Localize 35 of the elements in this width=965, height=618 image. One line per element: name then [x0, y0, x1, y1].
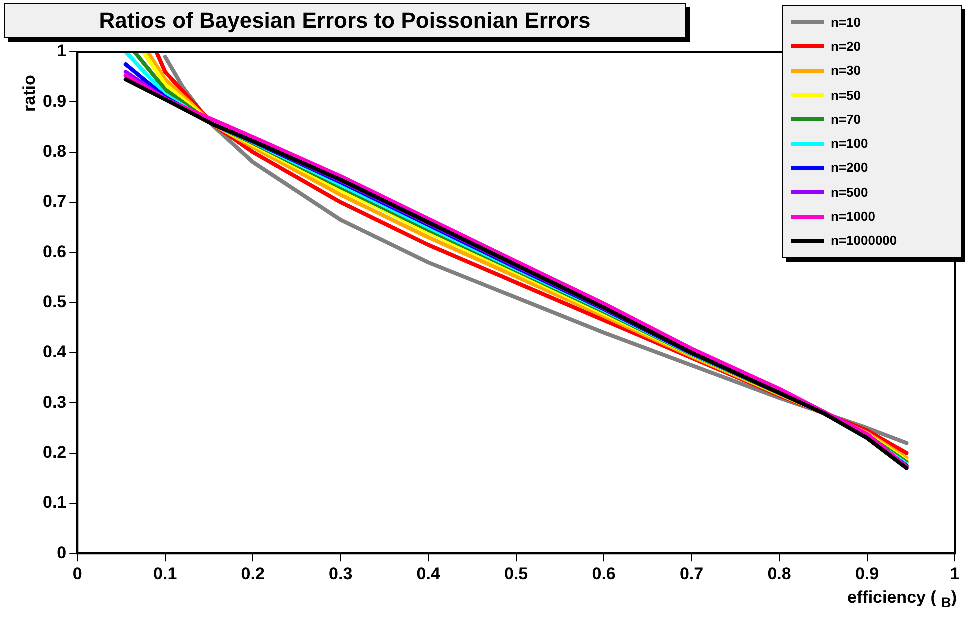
x-tick-label: 0.9: [855, 564, 880, 584]
x-tick-label: 0.7: [680, 564, 704, 584]
y-tick-label: 0.7: [42, 192, 67, 212]
chart-title: Ratios of Bayesian Errors to Poissonian Errors: [4, 3, 686, 38]
legend-label: n=50: [831, 88, 861, 103]
y-tick-label: 0: [57, 543, 67, 562]
legend-label: n=500: [831, 184, 868, 200]
y-tick-label: 0.8: [42, 142, 67, 162]
y-tick-label: 0.6: [42, 242, 67, 262]
y-tick-label: 0.4: [42, 342, 68, 362]
legend-label: n=100: [831, 136, 868, 152]
x-tick-label: 0.8: [768, 564, 792, 584]
x-tick-label: 0.2: [241, 564, 265, 584]
y-tick-label: 0.1: [42, 493, 67, 512]
legend-label: n=1000000: [831, 233, 898, 248]
y-tick-label: 0.3: [42, 392, 67, 412]
x-tick-label: 0: [72, 564, 82, 584]
legend-label: n=200: [831, 160, 868, 176]
y-axis-title: ratio: [20, 75, 40, 112]
y-tick-label: 0.9: [42, 92, 67, 111]
legend-label: n=10: [831, 14, 861, 30]
x-tick-label: 0.4: [416, 564, 441, 584]
x-tick-label: 0.3: [329, 564, 353, 584]
y-tick-label: 1: [57, 42, 67, 61]
legend-label: n=30: [831, 63, 861, 78]
legend-label: n=1000: [831, 209, 876, 224]
x-tick-label: 1: [950, 564, 960, 584]
x-tick-label: 0.6: [592, 564, 616, 584]
legend-label: n=70: [831, 112, 861, 127]
y-tick-label: 0.5: [42, 292, 67, 312]
x-tick-label: 0.1: [154, 564, 178, 584]
x-axis-title: efficiency ( $_{B}$): [848, 588, 957, 612]
x-tick-label: 0.5: [504, 564, 528, 584]
legend-label: n=20: [831, 38, 861, 54]
y-tick-label: 0.2: [42, 442, 67, 462]
